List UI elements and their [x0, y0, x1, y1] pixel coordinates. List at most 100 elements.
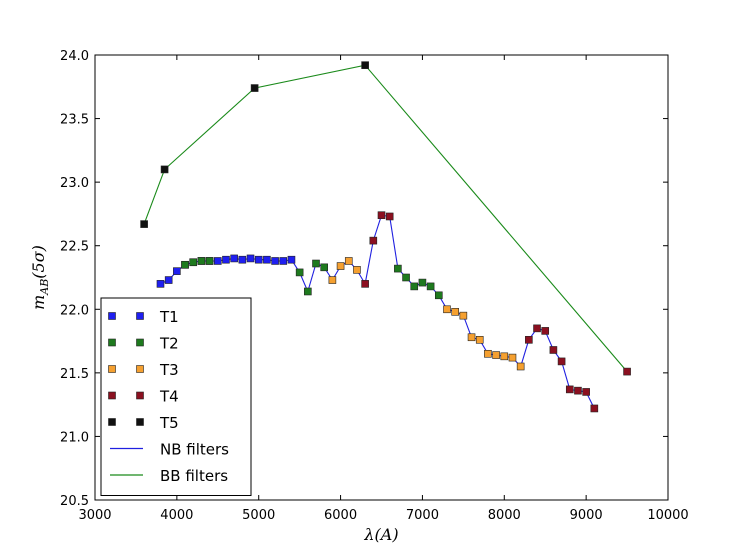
- t3-marker: [467, 333, 476, 342]
- x-tick-label: 8000: [488, 508, 521, 523]
- t3-marker: [451, 308, 459, 316]
- t5-marker: [250, 84, 259, 92]
- t5-marker: [361, 61, 369, 69]
- t3-marker: [475, 335, 484, 344]
- y-tick-label: 21.5: [60, 367, 89, 382]
- t1-marker: [222, 255, 230, 264]
- x-tick-label: 6000: [324, 508, 357, 523]
- y-tick-label: 21.0: [60, 430, 89, 445]
- t1-marker: [254, 255, 263, 264]
- y-tick-label: 23.0: [60, 176, 89, 191]
- plot-border: [94, 54, 669, 501]
- t4-marker: [361, 280, 369, 288]
- t2-marker: [189, 258, 198, 267]
- t1-marker: [230, 254, 238, 263]
- y-tick-label: 20.5: [60, 494, 89, 509]
- t2-marker: [295, 268, 304, 277]
- legend-t5-marker: [136, 418, 144, 426]
- t2-marker: [197, 257, 206, 265]
- legend-t1-marker: [108, 312, 116, 320]
- t4-marker: [590, 404, 599, 413]
- t2-marker: [402, 273, 410, 282]
- t3-marker: [484, 349, 492, 358]
- t4-marker: [525, 335, 533, 344]
- t2-marker: [304, 287, 312, 296]
- t2-marker: [312, 259, 320, 268]
- t4-marker: [385, 212, 394, 221]
- t2-marker: [418, 278, 427, 287]
- t3-marker: [336, 262, 345, 270]
- t3-marker: [353, 266, 361, 274]
- legend-t2-marker: [108, 338, 116, 347]
- t4-marker: [549, 346, 558, 354]
- t2-marker: [410, 282, 419, 291]
- t1-marker: [246, 254, 255, 263]
- legend-t5-label: T5: [159, 414, 179, 432]
- y-tick-label: 22.5: [60, 240, 89, 255]
- t1-marker: [287, 255, 296, 264]
- t4-marker: [541, 327, 550, 335]
- legend-bb-filters-label: BB filters: [160, 467, 228, 485]
- x-tick-label: 5000: [242, 508, 275, 523]
- t3-marker: [459, 311, 468, 320]
- legend-t2-label: T2: [159, 335, 179, 353]
- y-tick-label: 24.0: [60, 49, 89, 64]
- t2-marker: [394, 264, 402, 273]
- y-tick-label: 23.5: [60, 113, 89, 128]
- legend-t2-marker: [136, 338, 144, 347]
- t1-marker: [156, 280, 165, 288]
- t3-marker: [328, 276, 337, 284]
- t4-marker: [582, 388, 590, 396]
- legend-box: [100, 297, 252, 496]
- t1-marker: [164, 276, 173, 284]
- legend-t4-marker: [108, 391, 116, 400]
- t1-marker: [263, 255, 271, 264]
- y-tick-label: 22.0: [60, 303, 89, 318]
- legend-t4-marker: [136, 391, 144, 400]
- legend-t3-label: T3: [159, 361, 179, 379]
- t1-marker: [173, 267, 181, 275]
- t3-marker: [516, 362, 525, 371]
- x-tick-label: 7000: [406, 508, 439, 523]
- t1-marker: [213, 257, 222, 265]
- t4-marker: [565, 385, 574, 394]
- ticks-layer: 3000 4000 5000 6000 7000 8000 9000 10000 20.5 21.…: [60, 49, 689, 523]
- legend: T1 T2 T3 T4 T5 NB filters BB filters: [100, 297, 252, 496]
- t5-marker: [140, 220, 148, 228]
- t2-marker: [205, 257, 214, 265]
- t3-marker: [344, 257, 353, 265]
- t4-marker: [557, 357, 566, 366]
- markers-layer: [140, 61, 631, 413]
- legend-nb-filters-label: NB filters: [160, 441, 229, 459]
- t4-marker: [574, 386, 582, 395]
- t1-marker: [238, 255, 247, 264]
- x-tick-label: 3000: [78, 508, 111, 523]
- t4-marker: [623, 367, 631, 376]
- legend-t3-marker: [108, 365, 116, 373]
- legend-t1-marker: [136, 312, 144, 320]
- legend-t5-marker: [108, 418, 116, 426]
- plot-frame: [94, 54, 669, 501]
- t4-marker: [377, 211, 386, 219]
- t4-marker: [369, 236, 378, 245]
- t5-marker: [160, 165, 169, 174]
- legend-t1-label: T1: [159, 308, 179, 326]
- t1-marker: [279, 257, 288, 265]
- t2-marker: [426, 282, 435, 291]
- t2-marker: [434, 291, 443, 300]
- t3-marker: [508, 353, 517, 362]
- x-tick-label: 10000: [647, 508, 688, 523]
- t2-marker: [181, 260, 189, 269]
- legend-t3-marker: [136, 365, 144, 373]
- t4-marker: [533, 324, 541, 333]
- t3-marker: [500, 352, 509, 361]
- t2-marker: [320, 263, 329, 272]
- t3-marker: [492, 351, 500, 359]
- x-tick-label: 4000: [160, 508, 193, 523]
- t3-marker: [443, 305, 451, 314]
- t1-marker: [271, 257, 279, 265]
- x-tick-label: 9000: [570, 508, 603, 523]
- legend-t4-label: T4: [159, 388, 179, 406]
- y-axis-label: mAB(5σ): [29, 245, 51, 310]
